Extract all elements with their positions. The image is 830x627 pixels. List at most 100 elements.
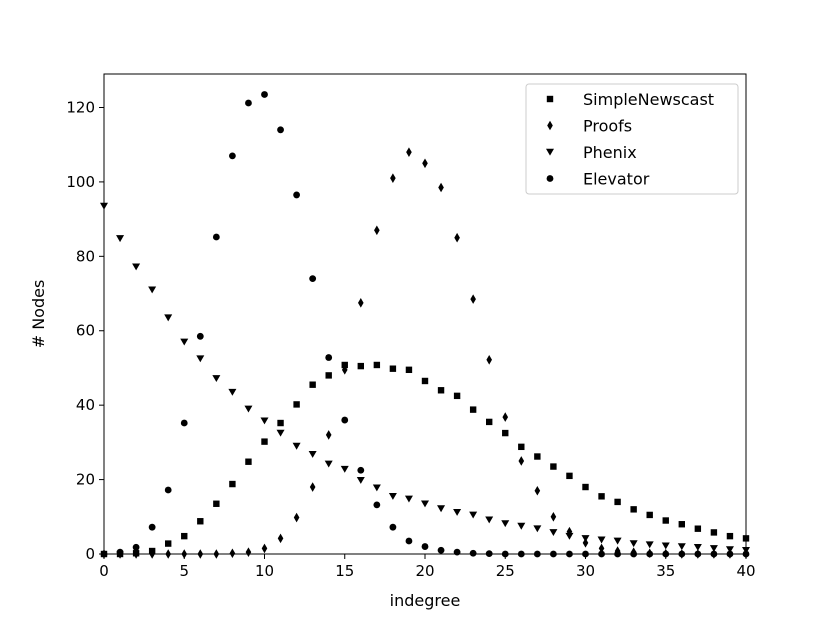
series-simplenewscast [100, 361, 750, 558]
data-point-phenix [388, 493, 397, 500]
legend-box [525, 83, 739, 195]
data-point-elevator [437, 546, 445, 554]
data-point-proofs [374, 225, 380, 236]
data-point-phenix [292, 442, 301, 450]
data-point-proofs [406, 147, 412, 157]
data-point-phenix [404, 495, 413, 503]
data-point-phenix [485, 516, 494, 524]
data-point-phenix [228, 388, 237, 396]
data-point-simplenewscast [582, 483, 589, 491]
x-tick-label: 15 [335, 562, 354, 580]
series-layer [100, 91, 750, 559]
data-point-simplenewscast [229, 480, 236, 488]
legend-label: Elevator [583, 170, 650, 189]
data-point-proofs [309, 482, 316, 492]
data-point-proofs [390, 173, 396, 183]
legend-label: SimpleNewscast [583, 90, 714, 109]
y-tick-label: 40 [76, 396, 95, 414]
data-point-elevator [357, 466, 365, 474]
data-point-phenix [469, 511, 478, 519]
legend-item-elevator: Elevator [546, 170, 650, 189]
data-point-simplenewscast [341, 361, 348, 369]
data-point-proofs [502, 412, 509, 422]
data-point-proofs [229, 548, 236, 559]
data-point-elevator [373, 501, 381, 509]
data-point-phenix [453, 509, 462, 516]
data-point-phenix [437, 505, 446, 513]
data-point-proofs [582, 538, 589, 548]
data-point-elevator [421, 543, 429, 550]
data-point-elevator [148, 523, 156, 531]
data-point-simplenewscast [357, 362, 364, 370]
data-point-elevator [164, 486, 172, 494]
data-point-phenix [356, 477, 365, 484]
x-tick-label: 0 [99, 562, 109, 580]
data-point-simplenewscast [437, 387, 445, 394]
data-point-phenix [709, 545, 718, 553]
x-axis-ticks: 0 5 10 15 20 25 30 35 40 [99, 554, 756, 580]
data-point-simplenewscast [726, 532, 734, 540]
data-point-phenix [677, 543, 686, 551]
y-tick-label: 60 [76, 322, 95, 340]
legend-marker [546, 148, 554, 156]
data-point-phenix [132, 263, 141, 271]
y-tick-label: 100 [66, 173, 95, 191]
data-point-proofs [358, 298, 364, 308]
data-point-simplenewscast [646, 511, 653, 519]
data-point-simplenewscast [245, 458, 252, 465]
data-point-elevator [245, 99, 252, 107]
data-point-proofs [550, 511, 557, 522]
data-point-proofs [325, 430, 332, 440]
data-point-phenix [581, 535, 590, 542]
data-point-elevator [293, 191, 300, 199]
data-point-phenix [565, 532, 574, 540]
data-point-simplenewscast [469, 406, 477, 413]
data-point-simplenewscast [421, 377, 429, 385]
y-tick-label: 0 [85, 545, 95, 563]
data-point-phenix [244, 405, 253, 413]
data-point-phenix [116, 235, 125, 243]
data-point-elevator [229, 152, 236, 160]
data-point-proofs [438, 182, 444, 193]
data-point-elevator [341, 416, 349, 424]
data-point-phenix [597, 536, 606, 544]
legend-marker [547, 120, 553, 131]
data-point-proofs [486, 354, 492, 365]
y-tick-label: 120 [66, 98, 95, 116]
data-point-simplenewscast [678, 521, 685, 528]
data-point-simplenewscast [662, 517, 669, 524]
x-tick-label: 40 [736, 562, 755, 580]
data-point-elevator [389, 523, 397, 531]
x-axis-label: indegree [390, 591, 461, 610]
legend-item-phenix: Phenix [546, 143, 637, 162]
data-point-phenix [196, 355, 205, 363]
data-point-elevator [116, 548, 124, 556]
data-point-phenix [324, 460, 333, 468]
data-point-simplenewscast [389, 365, 397, 372]
data-point-phenix [340, 465, 349, 473]
data-point-proofs [422, 158, 428, 169]
series-proofs [101, 147, 749, 559]
data-point-simplenewscast [694, 525, 702, 532]
data-point-elevator [196, 332, 204, 340]
data-point-elevator [469, 549, 477, 557]
data-point-simplenewscast [710, 529, 718, 536]
legend-item-simplenewscast: SimpleNewscast [546, 90, 714, 109]
legend-marker [546, 175, 554, 182]
data-point-simplenewscast [534, 453, 541, 460]
data-point-phenix [180, 338, 189, 346]
data-point-phenix [693, 544, 702, 551]
data-point-simplenewscast [502, 429, 509, 437]
data-point-proofs [454, 232, 460, 243]
data-point-phenix [533, 525, 542, 533]
data-point-simplenewscast [566, 472, 573, 480]
data-point-elevator [261, 91, 268, 98]
y-tick-label: 20 [76, 471, 95, 489]
data-point-simplenewscast [277, 419, 284, 427]
data-point-phenix [164, 314, 173, 322]
legend: SimpleNewscast Proofs Phenix Elevator [525, 83, 739, 195]
data-point-proofs [470, 294, 476, 304]
data-point-elevator [453, 548, 461, 556]
data-point-phenix [517, 522, 526, 530]
